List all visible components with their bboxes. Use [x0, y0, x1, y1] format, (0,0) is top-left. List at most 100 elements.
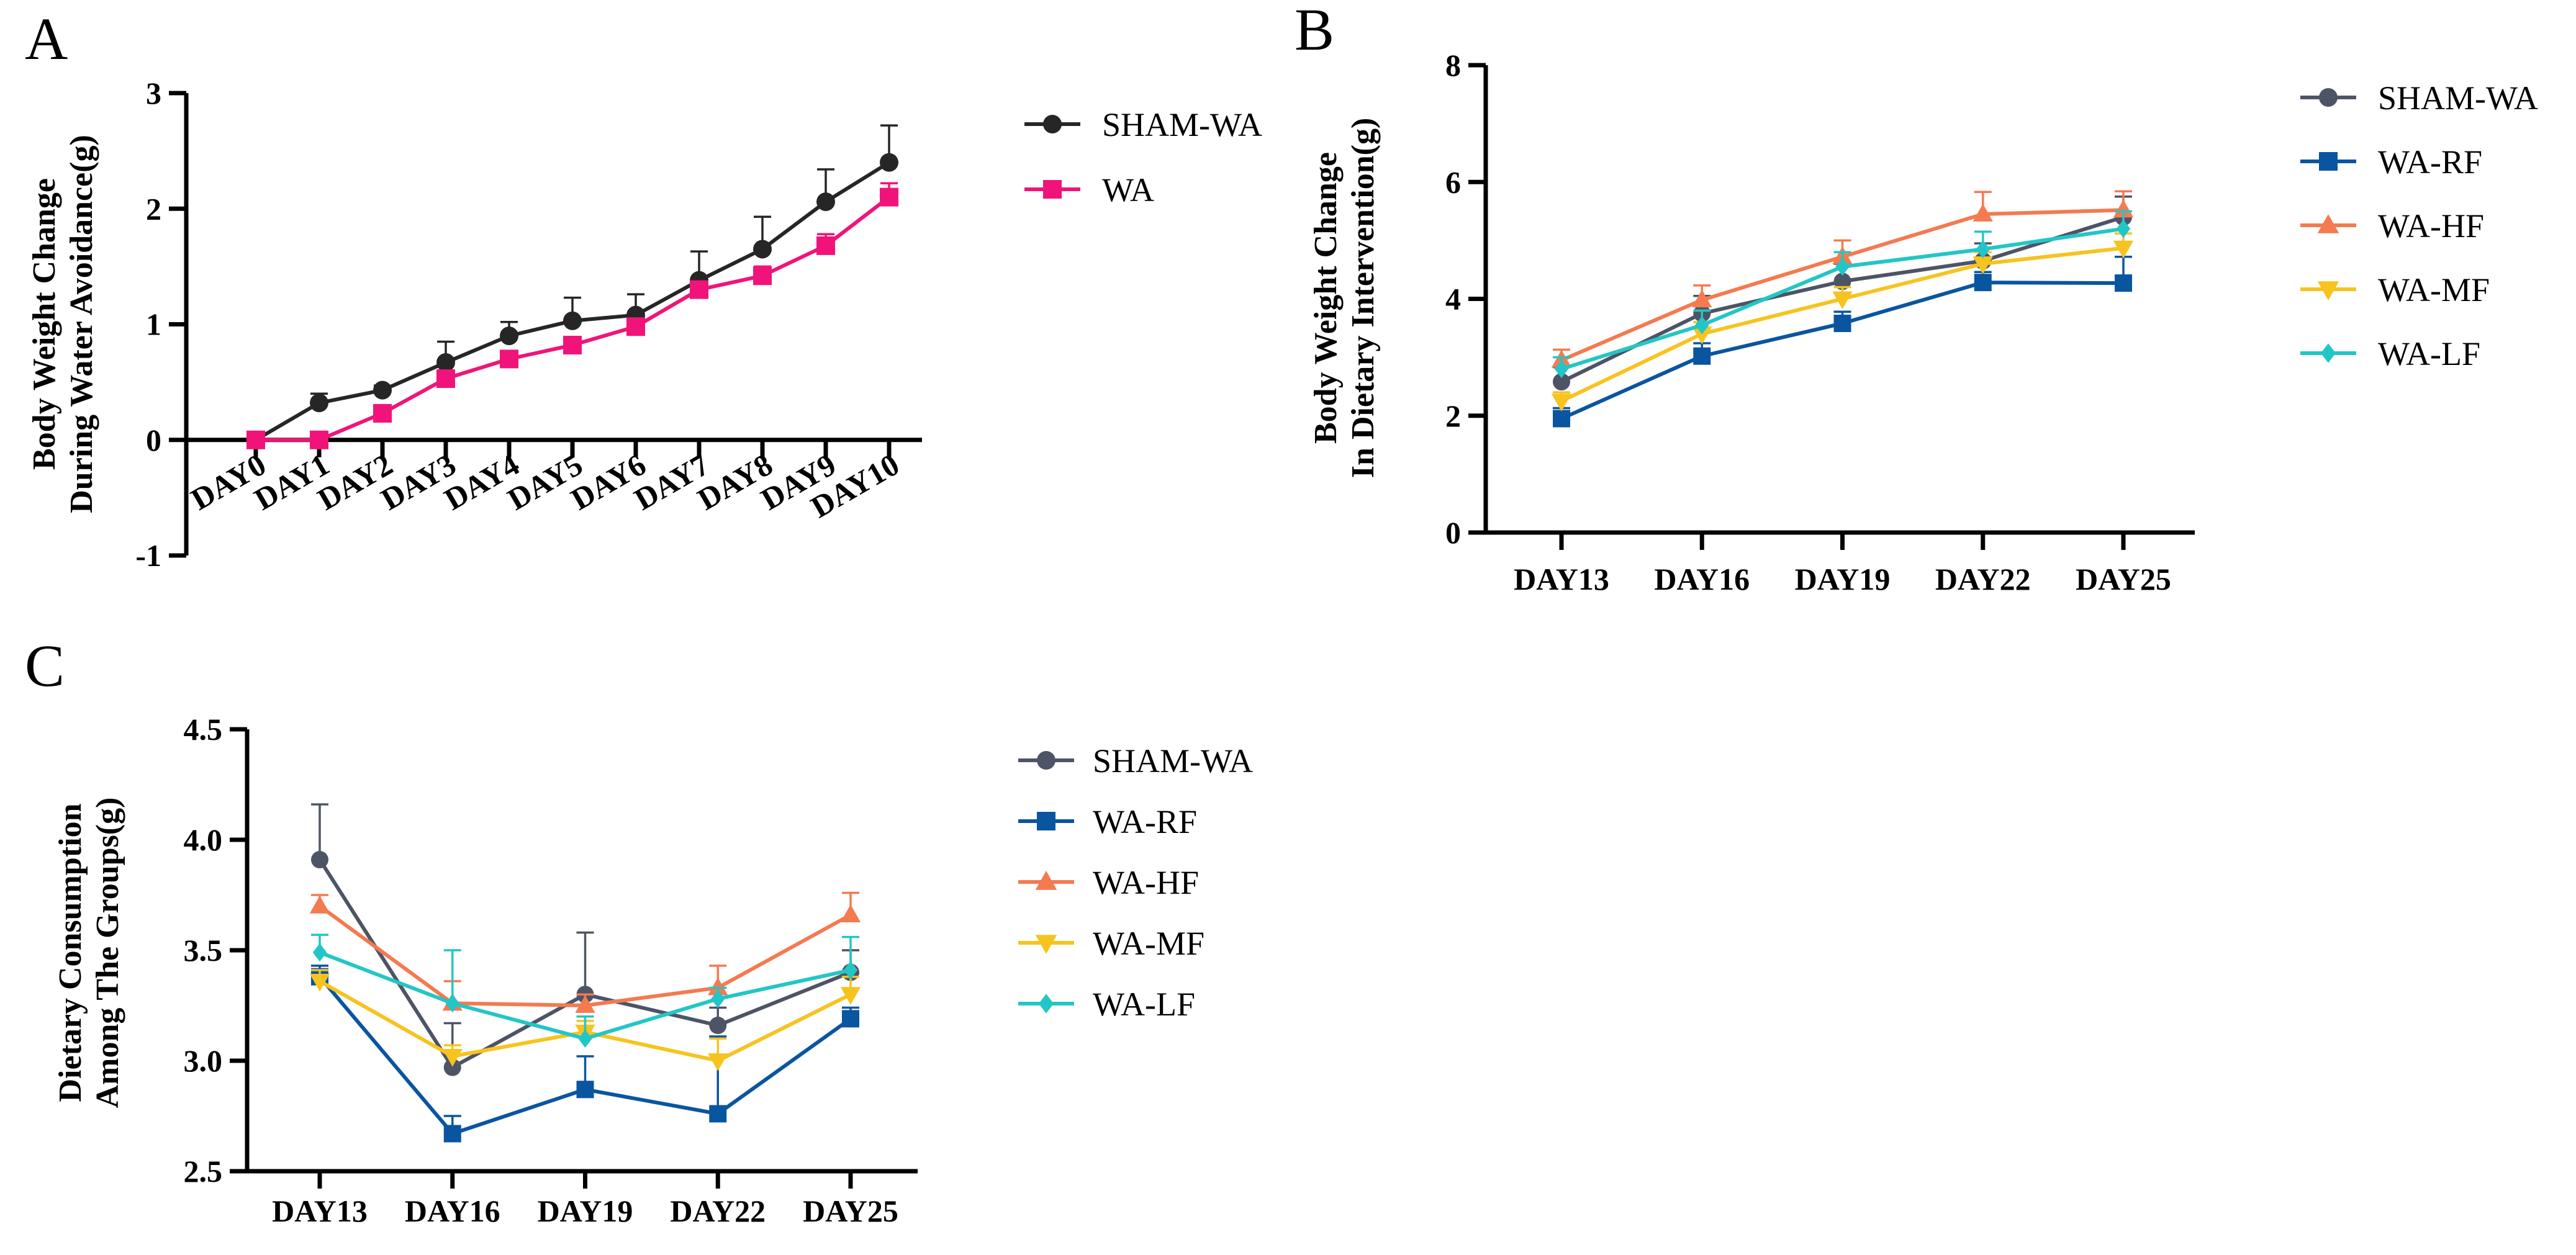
- data-point: [443, 1125, 461, 1143]
- series-wa-lf: [1553, 210, 2132, 379]
- data-point: [1973, 204, 1993, 222]
- x-tick-label: DAY25: [803, 1194, 898, 1228]
- data-point: [445, 994, 459, 1013]
- legend-label: SHAM-WA: [2378, 79, 2538, 117]
- x-tick-label: DAY19: [538, 1194, 633, 1228]
- data-point: [709, 1105, 727, 1123]
- legend-label: WA-HF: [2378, 207, 2484, 245]
- data-point: [443, 1058, 461, 1076]
- x-tick-label: DAY19: [1795, 562, 1891, 596]
- legend-label: WA-RF: [2378, 143, 2482, 181]
- x-tick-label: DAY13: [1514, 562, 1609, 596]
- chart-b: 0 2 4 6 8 DAY13 DAY16 DAY19 DAY22 DAY25 Body Weigh…: [1308, 48, 2538, 596]
- y-axis-title: Among The Groups(g): [90, 798, 125, 1109]
- data-point: [436, 369, 455, 389]
- y-tick-label: 3: [146, 76, 161, 110]
- y-tick-label: 3.5: [184, 933, 223, 968]
- data-point: [816, 192, 835, 212]
- data-point: [753, 266, 772, 286]
- data-point: [1973, 256, 1993, 274]
- data-point: [1551, 394, 1572, 412]
- data-point: [2116, 219, 2131, 238]
- y-tick-label: 4.5: [184, 712, 223, 747]
- y-tick-label: 8: [1445, 48, 1461, 83]
- x-tick-label: DAY22: [1935, 562, 2031, 596]
- chart-a: -10123DAY0DAY1DAY2DAY3DAY4DAY5DAY6DAY7DA…: [27, 76, 1262, 573]
- y-tick-label: 6: [1445, 164, 1461, 199]
- legend-marker: [1043, 115, 1062, 133]
- legend-marker: [1035, 935, 1057, 954]
- legend-label: WA-MF: [2378, 271, 2490, 308]
- y-tick-label: 2: [146, 191, 161, 226]
- y-tick-label: 2: [1445, 398, 1461, 433]
- data-point: [2115, 274, 2132, 292]
- y-tick-label: 0: [1445, 515, 1461, 550]
- data-point: [1693, 347, 1711, 365]
- legend-label: WA-MF: [1093, 925, 1204, 962]
- y-axis-title: In Dietary Intervention(g): [1345, 118, 1381, 479]
- data-point: [373, 380, 392, 400]
- legend-marker: [2319, 88, 2338, 107]
- y-tick-label: 3.0: [184, 1043, 223, 1078]
- data-point: [1976, 240, 1990, 259]
- series-wa-rf: [311, 965, 859, 1143]
- data-point: [1692, 326, 1712, 344]
- data-point: [442, 1048, 463, 1067]
- data-point: [1692, 289, 1712, 308]
- y-tick-label: 0: [146, 423, 161, 457]
- x-tick-label: DAY22: [670, 1194, 766, 1228]
- data-point: [1553, 373, 1570, 391]
- legend-marker: [1037, 751, 1055, 770]
- data-point: [563, 336, 582, 355]
- chart-c: 2.5 3.0 3.5 4.0 4.5 DAY13 DAY16 DAY19 DAY22 DAY25…: [53, 712, 1253, 1228]
- x-tick-label: DAY16: [1654, 562, 1750, 596]
- legend-label: WA-LF: [2378, 335, 2480, 372]
- data-point: [1833, 272, 1851, 290]
- legend-marker: [2317, 281, 2339, 300]
- series-wa-lf: [311, 933, 859, 1048]
- data-point: [880, 153, 898, 172]
- data-point: [708, 1053, 728, 1071]
- data-point: [578, 1029, 592, 1048]
- legend-label: SHAM-WA: [1102, 106, 1262, 143]
- data-point: [309, 973, 330, 992]
- legend-marker: [2317, 214, 2339, 233]
- legend-marker: [2321, 343, 2336, 363]
- legend-marker: [1039, 994, 1054, 1014]
- data-point: [312, 943, 327, 962]
- data-point: [500, 326, 518, 346]
- y-axis-title: Body Weight Change: [1308, 152, 1344, 444]
- data-point: [2113, 199, 2134, 218]
- x-tick-label: DAY13: [272, 1194, 368, 1228]
- data-point: [690, 280, 708, 299]
- panel-letter-a: A: [25, 6, 68, 72]
- data-point: [576, 1081, 594, 1099]
- data-point: [500, 349, 518, 369]
- panel-letter-c: C: [25, 632, 65, 699]
- y-tick-label: 4.0: [184, 822, 223, 857]
- data-point: [436, 353, 455, 372]
- data-point: [816, 236, 835, 255]
- data-point: [1974, 274, 1992, 292]
- data-point: [246, 430, 265, 449]
- legend-marker: [1037, 812, 1055, 830]
- data-point: [709, 1017, 727, 1035]
- data-point: [843, 961, 858, 979]
- data-point: [575, 995, 595, 1013]
- data-point: [311, 851, 328, 869]
- legend-label: WA-HF: [1093, 864, 1199, 901]
- y-axis-title: Body Weight Change: [27, 178, 62, 470]
- legend-marker: [1043, 180, 1062, 199]
- data-point: [309, 896, 330, 914]
- data-point: [1832, 291, 1853, 310]
- data-point: [753, 240, 772, 259]
- data-point: [310, 430, 328, 449]
- y-axis-title: Dietary Consumption: [53, 803, 88, 1102]
- data-point: [1554, 359, 1569, 379]
- legend-label: SHAM-WA: [1093, 742, 1253, 780]
- data-point: [373, 403, 392, 423]
- y-tick-label: -1: [135, 538, 161, 573]
- data-point: [840, 904, 861, 922]
- data-point: [626, 317, 645, 336]
